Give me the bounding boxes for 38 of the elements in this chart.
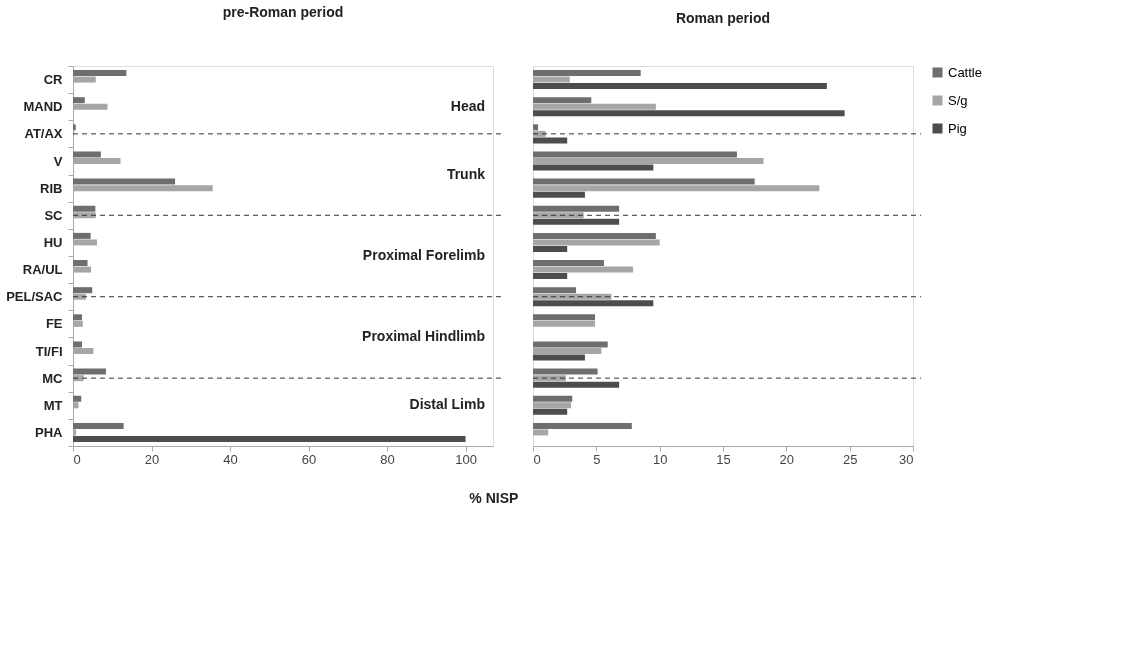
y-tick-label: V: [53, 153, 63, 169]
x-tick-label: 25: [842, 451, 858, 467]
y-tick-label: FE: [45, 316, 63, 332]
y-tick-label: RIB: [40, 180, 63, 196]
x-tick-label: 40: [223, 451, 238, 467]
x-axis-title: % NISP: [469, 489, 519, 506]
y-tick-label: SC: [44, 207, 64, 223]
y-tick-label: PEL/SAC: [6, 289, 64, 305]
chart-title: pre-Roman period: [222, 4, 344, 20]
y-tick-label: CR: [43, 72, 64, 88]
legend-label: Pig: [948, 120, 967, 136]
x-tick-label: 20: [144, 451, 160, 467]
annotation: Proximal Hindlimb: [362, 328, 485, 345]
x-tick-label: 20: [779, 451, 795, 467]
y-tick-label: RA/UL: [22, 262, 63, 278]
x-tick-label: 15: [716, 451, 731, 467]
y-tick-label: MAND: [23, 99, 63, 115]
y-tick-label: MC: [42, 370, 64, 386]
x-tick-label: 80: [380, 451, 395, 467]
x-tick-label: 0: [73, 451, 81, 467]
y-tick-label: HU: [43, 234, 63, 250]
x-tick-label: 10: [652, 451, 668, 467]
y-tick-label: PHA: [35, 424, 64, 440]
annotation: Head: [450, 97, 485, 114]
annotation: Trunk: [446, 165, 486, 182]
y-tick-label: MT: [43, 397, 63, 413]
x-tick-label: 5: [593, 451, 601, 467]
x-tick-label: 100: [455, 451, 477, 467]
legend-label: Cattle: [948, 64, 982, 80]
y-tick-label: AT/AX: [24, 126, 63, 142]
x-tick-label: 30: [899, 451, 914, 467]
annotation: Proximal Forelimb: [362, 247, 485, 263]
annotation: Distal Limb: [409, 396, 485, 413]
y-tick-label: TI/FI: [35, 343, 63, 359]
legend-label: S/g: [948, 92, 968, 108]
chart-title: Roman period: [675, 10, 771, 26]
x-tick-label: 0: [533, 451, 541, 467]
x-tick-label: 60: [301, 451, 317, 467]
